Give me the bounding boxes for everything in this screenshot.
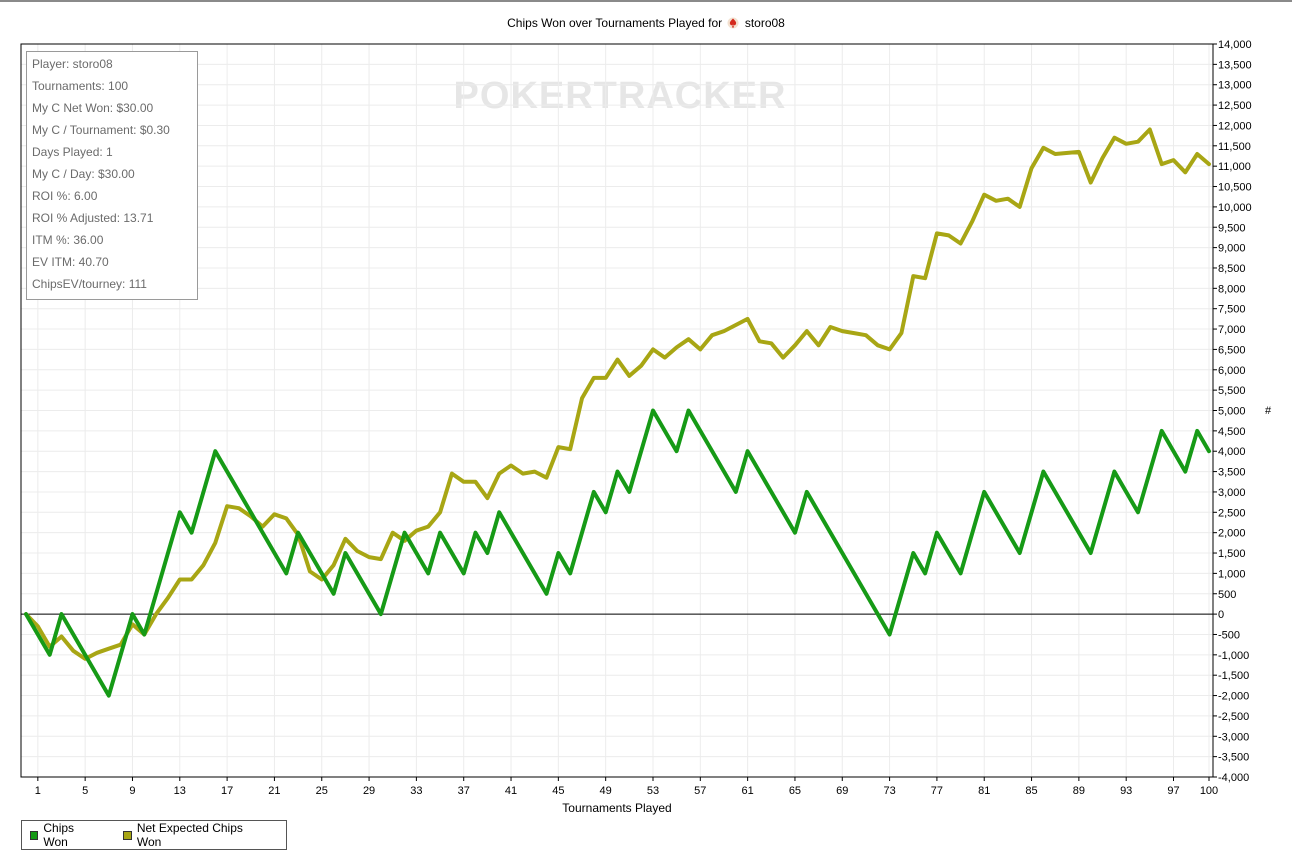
x-tick-label: 25 bbox=[316, 785, 328, 797]
x-tick-label: 97 bbox=[1167, 785, 1179, 797]
y-tick-label: 13,000 bbox=[1218, 80, 1252, 92]
chart-title: Chips Won over Tournaments Played for st… bbox=[0, 16, 1292, 30]
x-tick-label: 13 bbox=[174, 785, 186, 797]
legend-item-net-expected: Net Expected Chips Won bbox=[123, 821, 259, 849]
y-tick-label: 6,500 bbox=[1218, 344, 1246, 356]
y-tick-label: 12,000 bbox=[1218, 120, 1252, 132]
y-tick-label: 1,000 bbox=[1218, 568, 1246, 580]
x-tick-label: 1 bbox=[35, 785, 41, 797]
legend-label-chips-won: Chips Won bbox=[43, 821, 75, 849]
x-tick-label: 73 bbox=[883, 785, 895, 797]
y-tick-label: 2,500 bbox=[1218, 507, 1246, 519]
pokerstars-spade-icon bbox=[727, 17, 739, 29]
chart-title-text: Chips Won over Tournaments Played for bbox=[507, 16, 723, 30]
x-tick-label: 69 bbox=[836, 785, 848, 797]
y-tick-label: 8,000 bbox=[1218, 283, 1246, 295]
legend-label-net-expected: Net Expected Chips Won bbox=[136, 821, 243, 849]
y-tick-label: 3,000 bbox=[1218, 487, 1246, 499]
y-tick-label: 12,500 bbox=[1218, 100, 1252, 112]
x-tick-label: 81 bbox=[978, 785, 990, 797]
legend: Chips Won Net Expected Chips Won bbox=[21, 820, 287, 850]
stat-line: ROI % Adjusted: 13.71 bbox=[32, 211, 154, 225]
x-tick-label: 77 bbox=[931, 785, 943, 797]
stat-line: My C / Tournament: $0.30 bbox=[32, 123, 170, 137]
watermark: POKERTRACKER bbox=[454, 75, 787, 117]
y-tick-label: 13,500 bbox=[1218, 59, 1252, 71]
y-tick-label: 500 bbox=[1218, 589, 1236, 601]
y-tick-label: 11,000 bbox=[1218, 161, 1251, 173]
x-tick-label: 93 bbox=[1120, 785, 1132, 797]
y-tick-label: -3,000 bbox=[1218, 731, 1249, 743]
top-border bbox=[0, 0, 1292, 2]
x-tick-label: 29 bbox=[363, 785, 375, 797]
player-name: storo08 bbox=[744, 16, 785, 30]
y-tick-label: 7,000 bbox=[1218, 324, 1246, 336]
x-tick-label: 37 bbox=[458, 785, 470, 797]
x-tick-label: 45 bbox=[552, 785, 564, 797]
x-tick-label: 41 bbox=[505, 785, 517, 797]
y-tick-label: 4,000 bbox=[1218, 446, 1246, 458]
stat-line: EV ITM: 40.70 bbox=[32, 255, 109, 269]
stat-line: My C / Day: $30.00 bbox=[32, 167, 135, 181]
y-tick-label: 7,500 bbox=[1218, 304, 1246, 316]
y-tick-label: 2,000 bbox=[1218, 528, 1246, 540]
y-tick-label: 4,500 bbox=[1218, 426, 1246, 438]
legend-item-chips-won: Chips Won bbox=[30, 821, 96, 849]
x-tick-label: 65 bbox=[789, 785, 801, 797]
legend-swatch-chips-won bbox=[30, 830, 39, 840]
y-tick-label: 9,000 bbox=[1218, 243, 1246, 255]
stat-line: My C Net Won: $30.00 bbox=[32, 101, 154, 115]
y-tick-label: 3,500 bbox=[1218, 467, 1246, 479]
y-tick-label: -500 bbox=[1218, 629, 1240, 641]
y-tick-label: 5,500 bbox=[1218, 385, 1246, 397]
x-tick-label: 21 bbox=[268, 785, 280, 797]
y-axis-label: # bbox=[1265, 405, 1272, 417]
x-tick-label: 9 bbox=[129, 785, 135, 797]
x-tick-label: 85 bbox=[1025, 785, 1037, 797]
legend-swatch-net-expected bbox=[123, 830, 132, 840]
x-tick-label: 17 bbox=[221, 785, 233, 797]
stat-line: ChipsEV/tourney: 111 bbox=[32, 277, 147, 291]
x-tick-label: 89 bbox=[1073, 785, 1085, 797]
y-tick-label: 11,500 bbox=[1218, 141, 1251, 153]
y-tick-label: -2,500 bbox=[1218, 711, 1249, 723]
series-line-net-expected bbox=[24, 127, 1211, 661]
x-tick-label: 49 bbox=[600, 785, 612, 797]
stat-line: ITM %: 36.00 bbox=[32, 233, 104, 247]
y-tick-label: 1,500 bbox=[1218, 548, 1246, 560]
x-tick-label: 53 bbox=[647, 785, 659, 797]
stat-line: Player: storo08 bbox=[32, 57, 113, 71]
y-tick-label: 6,000 bbox=[1218, 365, 1246, 377]
x-tick-label: 5 bbox=[82, 785, 88, 797]
y-tick-label: 0 bbox=[1218, 609, 1224, 621]
y-tick-label: -1,000 bbox=[1218, 650, 1249, 662]
y-tick-label: -3,500 bbox=[1218, 752, 1249, 764]
stat-line: Days Played: 1 bbox=[32, 145, 113, 159]
x-tick-label: 57 bbox=[694, 785, 706, 797]
y-tick-label: -1,500 bbox=[1218, 670, 1249, 682]
x-tick-label: 100 bbox=[1200, 785, 1218, 797]
stat-line: ROI %: 6.00 bbox=[32, 189, 98, 203]
x-axis-label: Tournaments Played bbox=[562, 801, 671, 815]
y-tick-label: 8,500 bbox=[1218, 263, 1246, 275]
y-tick-label: -4,000 bbox=[1218, 772, 1249, 784]
y-tick-label: 14,000 bbox=[1218, 39, 1252, 51]
stats-box: Player: storo08 Tournaments: 100 My C Net … bbox=[26, 51, 198, 300]
stat-line: Tournaments: 100 bbox=[32, 79, 129, 93]
y-tick-label: 10,000 bbox=[1218, 202, 1252, 214]
x-tick-label: 61 bbox=[742, 785, 754, 797]
y-tick-label: 9,500 bbox=[1218, 222, 1246, 234]
y-tick-label: 10,500 bbox=[1218, 182, 1252, 194]
series-line-chips-won bbox=[24, 408, 1211, 698]
x-tick-label: 33 bbox=[410, 785, 422, 797]
y-tick-label: 5,000 bbox=[1218, 406, 1246, 418]
y-tick-label: -2,000 bbox=[1218, 691, 1249, 703]
